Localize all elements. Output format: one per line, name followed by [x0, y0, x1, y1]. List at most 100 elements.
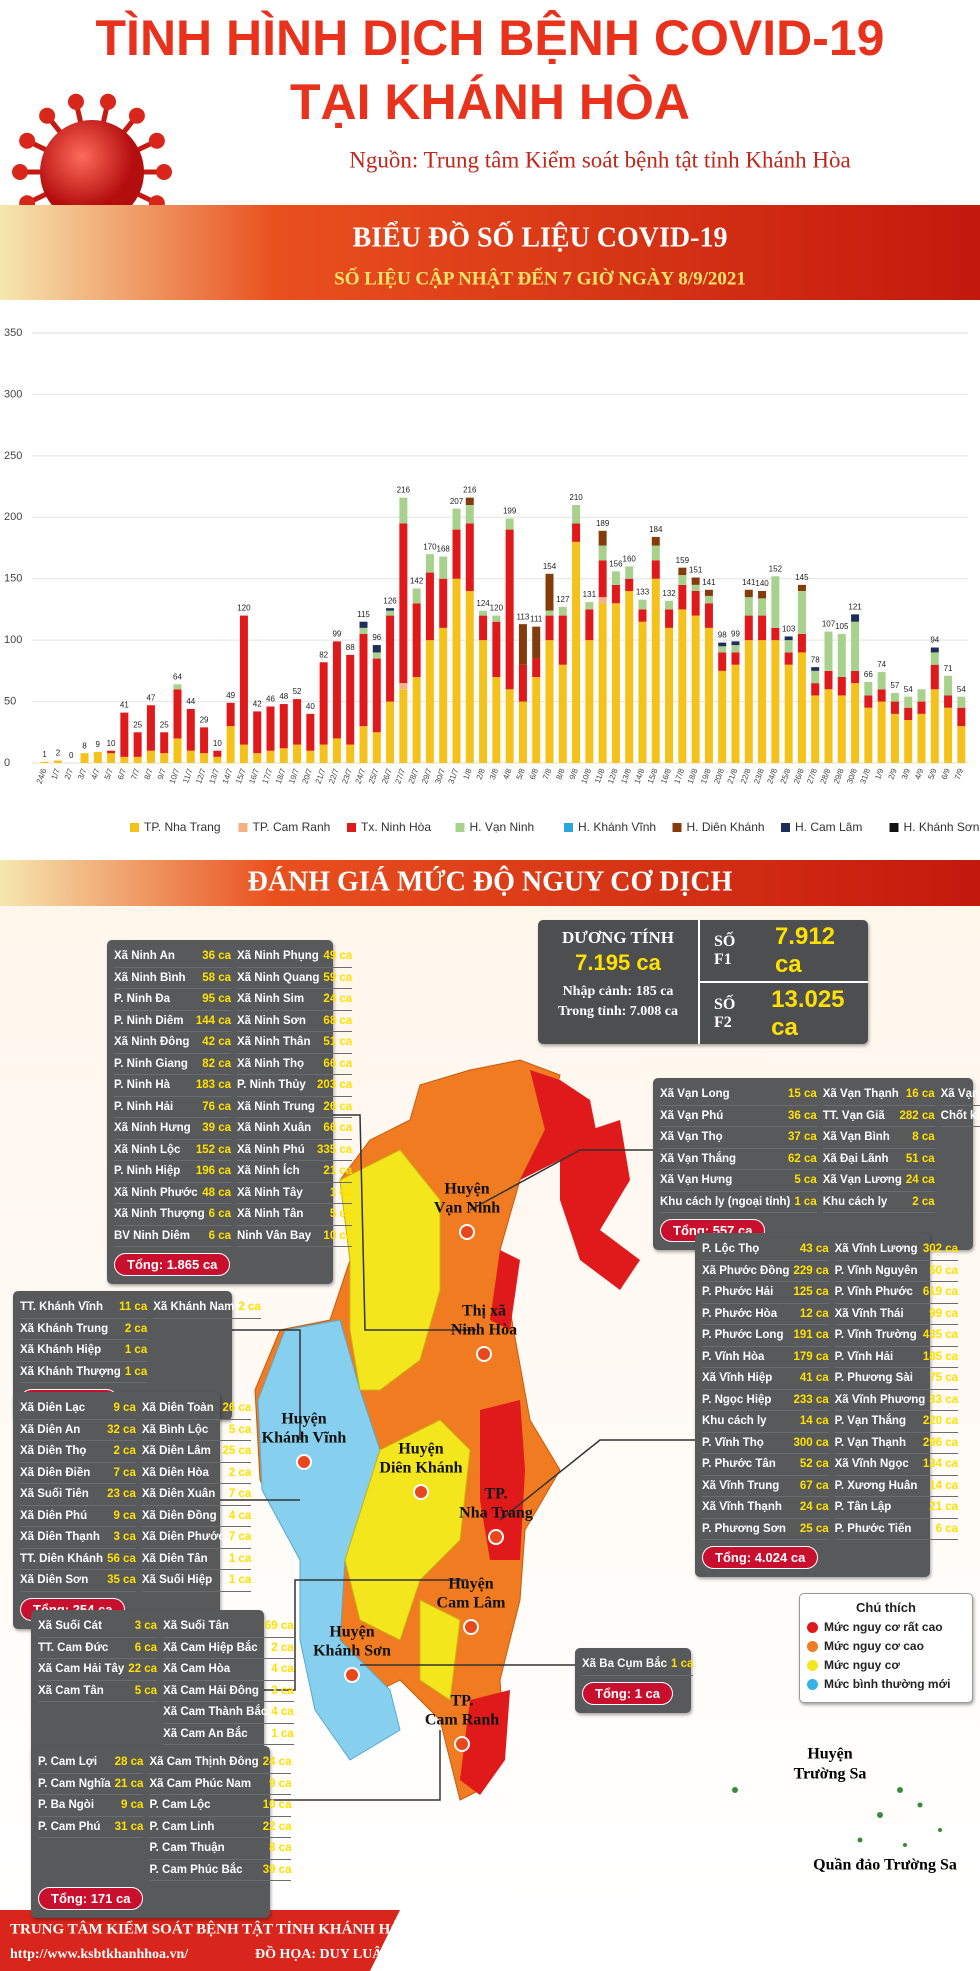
- total-label: 40: [306, 702, 315, 711]
- bar-segment: [372, 732, 381, 763]
- bar-segment: [479, 610, 488, 616]
- total-label: 88: [346, 643, 355, 652]
- map-label: Cam Ranh: [425, 1712, 499, 1729]
- ward-count: 10 ca: [323, 1229, 353, 1242]
- x-tick-label: 9/7: [156, 767, 168, 781]
- legend-box: Chú thích Mức nguy cơ rất cao Mức nguy cơ…: [799, 1593, 973, 1703]
- ward-name: TT. Cam Đức: [38, 1641, 109, 1654]
- ward-row: P. Cam Lộc 10 ca: [149, 1795, 292, 1817]
- bar-segment: [465, 497, 474, 505]
- bar-segment: [412, 603, 421, 677]
- ward-row: Xã Cam Hòa 4 ca: [163, 1659, 294, 1681]
- bar-segment: [572, 523, 581, 542]
- district-column: Xã Suối Cát 3 ca TT. Cam Đức 6 ca Xã Cam Hải…: [38, 1616, 158, 1745]
- bar-segment: [359, 621, 368, 628]
- ward-row: Xã Ninh Xuân 66 ca: [237, 1118, 353, 1140]
- ward-name: Xã Cam Hiệp Bắc: [163, 1641, 258, 1654]
- district-columns: Xã Diên Lạc 9 ca Xã Diên An 32 ca Xã Diên Th…: [20, 1398, 252, 1592]
- total-label: 10: [213, 739, 222, 748]
- bar-segment: [691, 584, 700, 591]
- total-label: 199: [503, 507, 517, 516]
- ward-count: 39 ca: [202, 1122, 231, 1134]
- ward-count: 42 ca: [202, 1036, 231, 1048]
- ward-name: P. Cam Phú: [38, 1820, 101, 1833]
- ward-count: 1 ca: [671, 1658, 694, 1670]
- district-column: P. Lộc Thọ 43 ca Xã Phước Đồng 229 ca P. Phư…: [702, 1239, 829, 1540]
- ward-name: Xã Vạn Lương: [822, 1174, 902, 1186]
- ward-row: P. Phước Tiến 6 ca: [834, 1519, 959, 1540]
- legend-dot: [807, 1641, 818, 1652]
- ward-name: P. Phương Sài: [834, 1372, 913, 1384]
- total-label: 46: [266, 695, 275, 704]
- ward-row: Khu cách ly (ngoại tỉnh) 1 ca: [660, 1192, 817, 1213]
- bar-segment: [678, 584, 687, 610]
- bar-segment: [53, 760, 62, 763]
- f-panel: SỐ F1 7.912 ca SỐ F2 13.025 ca: [700, 920, 868, 1044]
- bar-segment: [306, 750, 315, 763]
- ward-name: Xã Ninh Xuân: [237, 1122, 312, 1134]
- bar-segment: [598, 530, 607, 546]
- district-columns: Xã Vạn Long 15 ca Xã Vạn Phú 36 ca Xã Vạn Th…: [660, 1084, 980, 1213]
- bar-segment: [784, 652, 793, 665]
- f1-value: 7.912 ca: [774, 922, 836, 978]
- legend-label: TP. Nha Trang: [144, 820, 221, 834]
- ward-name: Ninh Vân Bay: [237, 1229, 312, 1242]
- ward-count: 69 ca: [264, 1620, 294, 1632]
- bar-segment: [386, 701, 395, 763]
- ward-row: Xã Bình Lộc 5 ca: [141, 1420, 252, 1441]
- total-label: 44: [186, 697, 195, 706]
- chart: 050100150200250300350124/621/702/783/794…: [4, 327, 979, 834]
- ward-row: Xã Diên Thọ 2 ca: [20, 1441, 136, 1463]
- map-label: Cam Lâm: [437, 1595, 507, 1612]
- ward-count: 67 ca: [799, 1479, 829, 1492]
- legend-swatch: [781, 823, 790, 832]
- district-box: P. Cam Lợi 28 ca P. Cam Nghĩa 21 ca P. Ba Ng…: [31, 1746, 292, 1918]
- ward-name: Xã Vĩnh Trung: [702, 1479, 780, 1492]
- bar-segment: [638, 609, 647, 622]
- ward-name: Xã Diên Điền: [20, 1466, 91, 1479]
- ward-count: 1 ca: [794, 1195, 817, 1208]
- bar-segment: [704, 595, 713, 604]
- legend-swatch: [238, 823, 248, 832]
- bar-segment: [598, 560, 607, 598]
- ward-row: Xã Vạn Thạnh 16 ca: [822, 1084, 935, 1106]
- bar-segment: [957, 707, 966, 727]
- ward-count: 95 ca: [202, 993, 231, 1005]
- ward-row: Xã Vạn Hưng 5 ca: [660, 1170, 817, 1192]
- bar-segment: [811, 667, 820, 671]
- ward-name: TT. Diên Khánh: [20, 1552, 104, 1565]
- ward-name: Xã Ninh Ích: [237, 1165, 300, 1177]
- ward-name: P. Phước Tiến: [834, 1522, 912, 1535]
- map-label: Nha Trang: [459, 1505, 533, 1522]
- bar-segment: [572, 505, 581, 524]
- bar-segment: [957, 696, 966, 708]
- ward-name: Xã Cam Thành Bắc: [163, 1706, 268, 1718]
- region-very-high: [490, 1250, 520, 1330]
- bar-segment: [226, 702, 235, 727]
- ward-count: 36 ca: [202, 950, 231, 962]
- ward-count: 22 ca: [128, 1663, 158, 1675]
- ward-row: Xã Ninh Bình 58 ca: [114, 968, 231, 989]
- bar-segment: [771, 640, 780, 763]
- ward-count: 23 ca: [107, 1488, 136, 1500]
- district-column: Xã Vạn Thạnh 16 ca TT. Vạn Giã 282 ca Xã Vạn…: [822, 1084, 935, 1213]
- ward-count: 435 ca: [922, 1329, 959, 1341]
- ward-name: Xã Suối Hiệp: [141, 1574, 213, 1586]
- bar-segment: [585, 640, 594, 763]
- legend-swatch: [889, 823, 899, 832]
- ward-name: P. Cam Thuận: [149, 1842, 225, 1854]
- ward-row: Xã Ninh Đông 42 ca: [114, 1032, 231, 1054]
- ward-name: Xã Ninh Tân: [237, 1208, 304, 1220]
- ward-count: 50 ca: [929, 1264, 959, 1277]
- ward-count: 59 ca: [323, 971, 353, 984]
- ward-count: 4 ca: [271, 1706, 294, 1718]
- bar-segment: [319, 662, 328, 745]
- legend-dot: [807, 1622, 818, 1633]
- island: [938, 1828, 942, 1832]
- ward-count: 5 ca: [329, 1208, 353, 1220]
- spike-tip: [148, 132, 165, 149]
- ward-row: Xã Suối Cát 3 ca: [38, 1616, 158, 1638]
- district-column: Xã Suối Tân 69 ca Xã Cam Hiệp Bắc 2 ca Xã Ca…: [163, 1616, 294, 1745]
- ward-count: 49 ca: [323, 950, 353, 962]
- ward-row: P. Vạn Thắng 220 ca: [834, 1411, 959, 1433]
